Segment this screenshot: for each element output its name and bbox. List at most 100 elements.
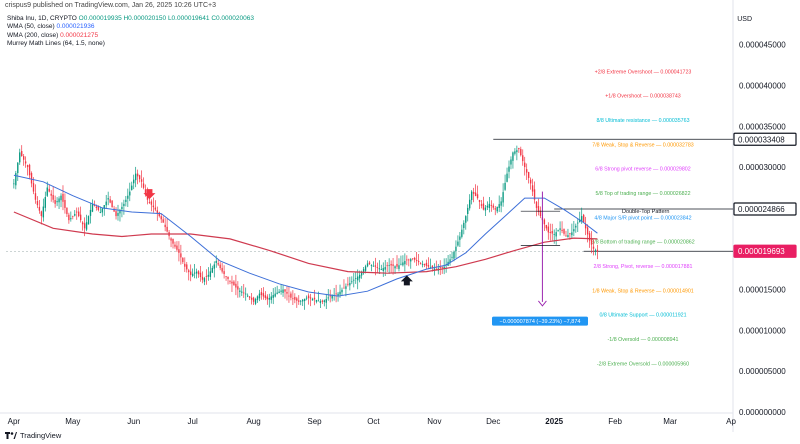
candle-up[interactable] [496,206,498,212]
candle-down[interactable] [545,224,548,229]
candle-up[interactable] [510,159,512,165]
candle-up[interactable] [302,299,304,302]
candle-down[interactable] [296,298,298,301]
price-level-badge[interactable] [733,202,797,216]
candle-down[interactable] [109,199,111,203]
candle-down[interactable] [40,211,43,217]
candle-down[interactable] [551,231,553,234]
candle-down[interactable] [392,264,394,266]
candle-up[interactable] [195,271,198,274]
candle-down[interactable] [243,292,245,294]
candle-down[interactable] [374,265,377,267]
current-price-badge[interactable] [733,244,797,258]
candle-up[interactable] [498,204,500,208]
candle-up[interactable] [117,213,119,216]
candle-down[interactable] [250,297,253,300]
candle-down[interactable] [50,193,52,196]
candle-up[interactable] [402,262,404,266]
candle-up[interactable] [125,199,127,202]
legend-murrey-row[interactable]: Murrey Math Lines (64, 1.5, none) [7,40,254,48]
candle-up[interactable] [362,269,365,274]
price-level-badge[interactable] [733,132,797,146]
candle-up[interactable] [211,267,213,273]
candle-down[interactable] [233,281,235,286]
candle-down[interactable] [494,208,496,210]
candle-up[interactable] [500,201,502,206]
candle-down[interactable] [140,179,143,182]
candle-down[interactable] [22,156,25,160]
candle-up[interactable] [366,263,369,267]
candle-up[interactable] [101,208,103,213]
candle-up[interactable] [303,298,306,302]
candle-down[interactable] [142,183,145,188]
candle-down[interactable] [237,286,239,290]
candle-up[interactable] [127,195,129,199]
candle-down[interactable] [368,262,371,265]
candle-up[interactable] [203,278,206,282]
candle-up[interactable] [470,191,473,201]
candle-up[interactable] [44,197,46,208]
candle-down[interactable] [111,200,113,208]
candle-up[interactable] [319,301,322,303]
candle-down[interactable] [225,276,227,277]
candle-up[interactable] [272,295,274,298]
candle-down[interactable] [390,263,392,266]
candle-up[interactable] [372,265,375,267]
candle-up[interactable] [105,201,107,206]
candle-down[interactable] [284,289,286,292]
candle-up[interactable] [311,298,314,301]
candle-down[interactable] [252,297,255,302]
candle-up[interactable] [370,265,373,266]
candle-down[interactable] [569,233,571,235]
candle-up[interactable] [99,212,102,213]
candle-down[interactable] [248,296,251,298]
candle-down[interactable] [146,196,149,200]
candle-down[interactable] [197,271,200,275]
candle-up[interactable] [85,222,88,230]
candle-up[interactable] [317,300,320,302]
candle-down[interactable] [590,239,593,245]
candle-up[interactable] [382,268,384,271]
candle-down[interactable] [174,244,176,247]
candle-up[interactable] [357,276,359,281]
candle-down[interactable] [527,172,530,178]
candle-up[interactable] [378,268,381,270]
candle-down[interactable] [549,232,551,233]
candle-down[interactable] [419,263,422,265]
candle-down[interactable] [537,206,540,212]
candle-down[interactable] [321,300,324,302]
candle-up[interactable] [246,295,249,297]
candle-up[interactable] [91,203,94,212]
candle-down[interactable] [78,211,80,217]
legend-wma200-row[interactable]: WMA (200, close) 0.000021275 [7,32,254,40]
candle-down[interactable] [76,211,78,213]
candle-down[interactable] [294,296,296,300]
candle-up[interactable] [274,293,276,297]
candle-up[interactable] [87,216,90,225]
candle-down[interactable] [298,300,300,302]
candle-up[interactable] [577,222,579,224]
candle-up[interactable] [131,185,133,190]
candle-down[interactable] [148,202,151,203]
candle-down[interactable] [376,267,379,268]
candle-up[interactable] [13,183,15,185]
candle-up[interactable] [339,291,341,295]
candle-down[interactable] [286,291,288,294]
candle-up[interactable] [337,293,339,296]
candle-up[interactable] [353,279,355,281]
candle-down[interactable] [93,204,96,206]
candle-up[interactable] [129,191,131,196]
candle-down[interactable] [520,148,522,156]
candle-down[interactable] [184,263,186,267]
candle-down[interactable] [439,267,441,268]
candle-down[interactable] [62,193,64,202]
candle-up[interactable] [355,278,357,279]
candle-down[interactable] [81,222,84,225]
candle-down[interactable] [474,192,477,196]
candle-down[interactable] [292,298,294,300]
candle-down[interactable] [38,206,41,211]
candle-up[interactable] [268,297,270,300]
candle-down[interactable] [205,276,208,277]
candle-down[interactable] [584,223,587,229]
candle-down[interactable] [227,276,229,279]
